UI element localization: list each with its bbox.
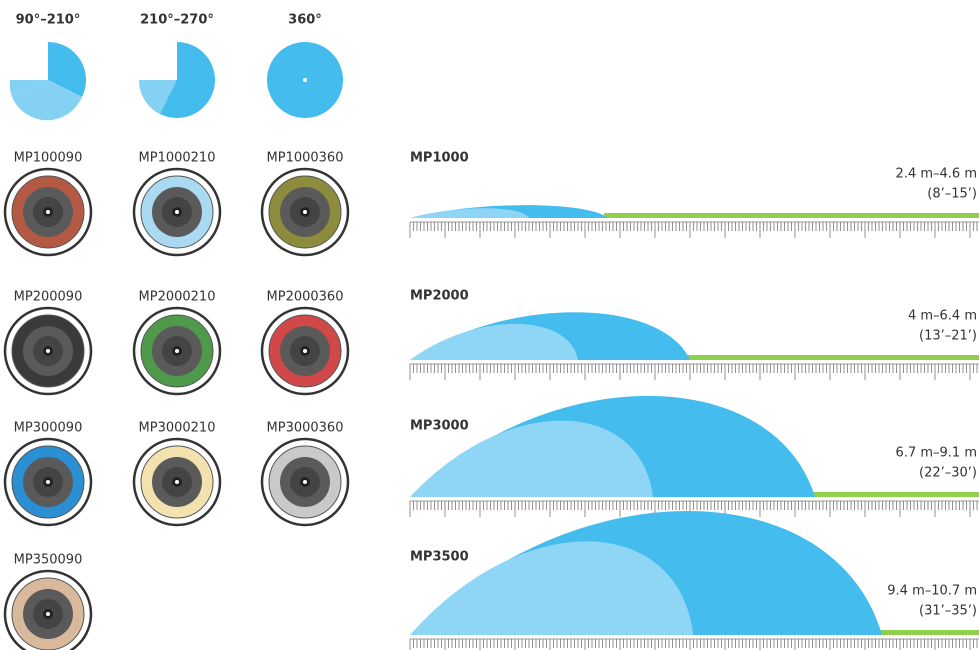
nozzle-dot bbox=[46, 210, 50, 214]
nozzle bbox=[3, 437, 93, 527]
throw-imperial: (31’–35’) bbox=[919, 604, 977, 619]
throw-imperial: (13’–21’) bbox=[919, 329, 977, 344]
grass bbox=[811, 492, 979, 497]
nozzle bbox=[132, 306, 222, 396]
nozzle-model: MP350090 bbox=[14, 553, 83, 568]
throw-metric: 6.7 m–9.1 m bbox=[896, 446, 977, 461]
nozzle-dot bbox=[175, 349, 179, 353]
arc-label: 90°–210° bbox=[16, 13, 81, 28]
grass bbox=[878, 630, 979, 635]
nozzle-dot bbox=[175, 480, 179, 484]
nozzle bbox=[3, 167, 93, 257]
throw-metric: 9.4 m–10.7 m bbox=[887, 584, 977, 599]
arc-label: 210°–270° bbox=[140, 13, 214, 28]
ruler bbox=[409, 638, 979, 650]
ruler bbox=[409, 221, 979, 238]
throw-metric: 4 m–6.4 m bbox=[908, 309, 977, 324]
nozzle-model: MP1000360 bbox=[267, 151, 344, 166]
nozzle bbox=[132, 167, 222, 257]
throw-name: MP3500 bbox=[410, 550, 469, 565]
nozzle-model: MP3000360 bbox=[267, 421, 344, 436]
throw-name: MP3000 bbox=[410, 419, 469, 434]
nozzle bbox=[260, 437, 350, 527]
arc-icon bbox=[9, 41, 87, 121]
ruler bbox=[409, 363, 979, 380]
grass bbox=[604, 213, 979, 218]
nozzle-dot bbox=[175, 210, 179, 214]
throw-name: MP2000 bbox=[410, 289, 469, 304]
throw-imperial: (8’–15’) bbox=[927, 187, 977, 202]
nozzle-dot bbox=[303, 480, 307, 484]
grass bbox=[686, 355, 979, 360]
spray-inner bbox=[410, 323, 578, 360]
nozzle bbox=[260, 167, 350, 257]
nozzle-model: MP100090 bbox=[14, 151, 83, 166]
nozzle bbox=[132, 437, 222, 527]
nozzle-model: MP2000360 bbox=[267, 290, 344, 305]
spray-inner bbox=[410, 208, 529, 218]
nozzle-model: MP200090 bbox=[14, 290, 83, 305]
ruler bbox=[409, 500, 979, 517]
arc-icon bbox=[139, 42, 215, 118]
nozzle-dot bbox=[303, 349, 307, 353]
arc-label: 360° bbox=[288, 13, 322, 28]
nozzle-model: MP3000210 bbox=[139, 421, 216, 436]
nozzle-dot bbox=[46, 349, 50, 353]
nozzle-model: MP300090 bbox=[14, 421, 83, 436]
throw-name: MP1000 bbox=[410, 151, 469, 166]
nozzle bbox=[3, 569, 93, 650]
nozzle bbox=[3, 306, 93, 396]
spray-inner bbox=[410, 541, 694, 635]
spray-inner bbox=[410, 420, 653, 497]
nozzle-model: MP1000210 bbox=[139, 151, 216, 166]
nozzle bbox=[260, 306, 350, 396]
nozzle-dot bbox=[46, 612, 50, 616]
nozzle-model: MP2000210 bbox=[139, 290, 216, 305]
nozzle-dot bbox=[46, 480, 50, 484]
nozzle-dot bbox=[303, 210, 307, 214]
throw-imperial: (22’–30’) bbox=[919, 466, 977, 481]
arc-icon bbox=[267, 42, 343, 118]
throw-metric: 2.4 m–4.6 m bbox=[896, 167, 977, 182]
